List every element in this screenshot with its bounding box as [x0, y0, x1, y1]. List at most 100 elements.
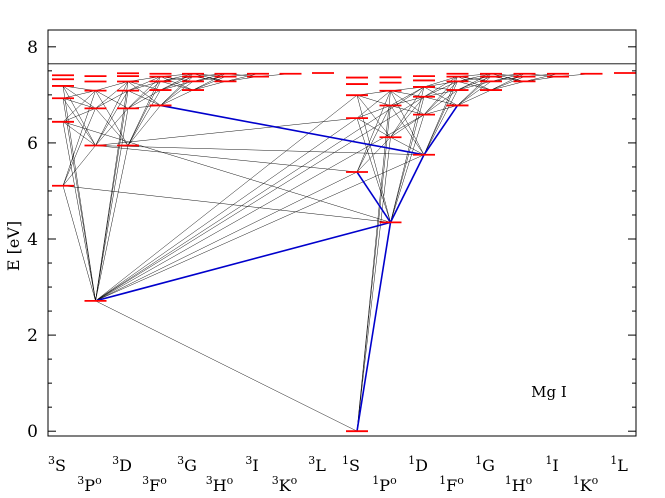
- y-tick-label: 2: [27, 326, 38, 346]
- transition-line: [390, 114, 425, 223]
- transition-line: [225, 73, 259, 82]
- transition-line: [95, 154, 425, 302]
- transition-line: [95, 171, 358, 302]
- transition-line: [390, 96, 425, 223]
- transition-line: [62, 145, 96, 186]
- transition-line: [127, 81, 161, 91]
- transition-line: [160, 76, 194, 91]
- transition-line: [62, 85, 96, 146]
- transition-line: [390, 90, 425, 115]
- transition-line: [62, 90, 96, 122]
- transition-line: [127, 76, 161, 91]
- transition-line: [127, 89, 161, 109]
- term-label-1I: 1I: [545, 454, 558, 475]
- y-tick-label: 0: [27, 422, 38, 442]
- transition-line: [95, 81, 129, 146]
- transition-line: [127, 76, 161, 146]
- transition-line: [356, 137, 391, 432]
- transition-line: [127, 105, 161, 146]
- transition-line: [356, 90, 391, 173]
- atom-label: Mg I: [531, 383, 567, 401]
- transition-line: [423, 76, 458, 115]
- highlighted-transition: [423, 104, 459, 156]
- transition-line: [62, 108, 96, 186]
- transition-line: [390, 137, 425, 155]
- transition-line: [127, 81, 161, 146]
- transition-line: [160, 81, 194, 91]
- transition-line: [95, 86, 425, 302]
- transition-line: [457, 76, 492, 91]
- y-axis-ticks: 0 2 4 6 8: [27, 38, 636, 442]
- transition-line: [390, 86, 425, 223]
- term-label-1L: 1L: [610, 454, 628, 475]
- transition-line: [390, 86, 425, 138]
- transition-line: [62, 85, 96, 301]
- transition-line: [62, 108, 96, 123]
- term-label-3I: 3I: [245, 454, 258, 475]
- transition-line: [127, 81, 161, 106]
- highlighted-transition: [160, 104, 425, 156]
- highlighted-transitions: [95, 104, 459, 432]
- transition-line: [95, 145, 129, 301]
- transition-line: [95, 108, 129, 146]
- transition-line: [95, 145, 425, 156]
- transition-line: [423, 81, 458, 155]
- transition-line: [423, 89, 458, 155]
- transition-line: [390, 105, 425, 115]
- transition-line: [423, 76, 458, 88]
- transition-line: [457, 81, 492, 106]
- transition-line: [192, 73, 226, 82]
- transition-line: [356, 90, 391, 432]
- term-label-1Ho: 1Ho: [505, 474, 533, 495]
- transition-line: [390, 105, 425, 155]
- transition-line: [356, 105, 391, 173]
- transition-line: [95, 300, 358, 432]
- energy-levels: [52, 72, 636, 433]
- term-label-1Fo: 1Fo: [439, 474, 464, 495]
- transition-line: [390, 90, 425, 98]
- transition-line: [127, 90, 161, 106]
- term-label-3Ko: 3Ko: [272, 474, 298, 495]
- transition-line: [423, 81, 458, 88]
- transition-line: [390, 114, 425, 138]
- transition-line: [356, 94, 391, 106]
- term-label-3G: 3G: [177, 454, 197, 475]
- transition-line: [62, 98, 96, 109]
- plot-frame: [47, 29, 637, 437]
- highlighted-transition: [356, 171, 392, 223]
- transition-line: [160, 73, 194, 82]
- transition-line: [390, 96, 425, 106]
- transition-line: [390, 86, 425, 106]
- transition-line: [490, 73, 525, 82]
- transition-line: [62, 185, 96, 301]
- transition-line: [62, 90, 96, 99]
- term-label-3Fo: 3Fo: [142, 474, 167, 495]
- transition-line: [160, 81, 194, 106]
- transition-line: [490, 81, 525, 91]
- highlighted-transition: [356, 222, 392, 432]
- y-tick-label: 8: [27, 38, 38, 58]
- term-labels: 3S 3Po 3D 3Fo 3G 3Ho 3I 3Ko 3L 1S 1Po 1D 1Fo 1G 1Ho 1I 1…: [48, 454, 628, 495]
- transition-line: [95, 117, 358, 302]
- transition-line: [524, 73, 559, 82]
- transition-line: [62, 98, 96, 146]
- transition-line: [62, 185, 391, 223]
- transition-line: [95, 117, 358, 146]
- y-axis-title: E [eV]: [4, 221, 23, 271]
- transition-line: [457, 89, 492, 106]
- transition-line: [356, 90, 391, 119]
- term-label-1S: 1S: [342, 454, 360, 475]
- transition-line: [423, 86, 458, 106]
- highlighted-transition: [95, 221, 391, 302]
- term-label-3D: 3D: [112, 454, 132, 475]
- transition-line: [192, 81, 226, 91]
- transition-line: [356, 137, 391, 173]
- transition-line: [192, 76, 226, 91]
- transition-line: [127, 89, 161, 146]
- transition-line: [423, 89, 458, 115]
- term-label-1Ko: 1Ko: [573, 474, 599, 495]
- transition-line: [490, 76, 525, 91]
- transition-line: [127, 81, 161, 91]
- y-tick-label: 4: [27, 230, 38, 250]
